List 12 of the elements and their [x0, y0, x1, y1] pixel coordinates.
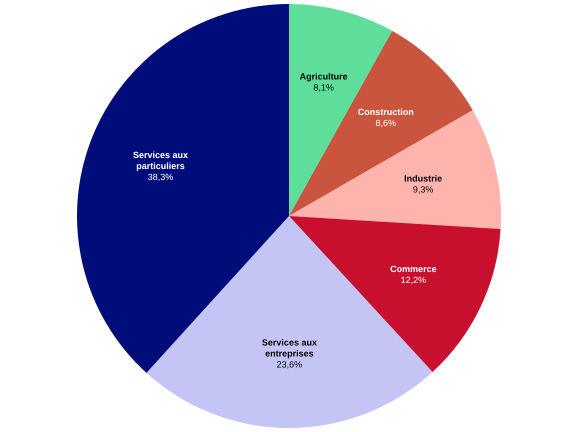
data-label: 23,6%: [276, 359, 302, 370]
slice-label: Agriculture: [300, 72, 348, 82]
slice-label: Services aux particuliers: [132, 150, 188, 171]
slice-label: Industrie: [404, 173, 442, 184]
data-label: 38,3%: [148, 172, 174, 182]
data-label: 8,6%: [375, 118, 396, 128]
data-label: 8,1%: [313, 82, 334, 93]
slice-label: Services aux entreprises: [262, 337, 317, 358]
data-label: 12,2%: [400, 275, 426, 286]
data-label: 9,3%: [412, 184, 434, 194]
slice-label: Commerce: [390, 264, 437, 274]
slice-label: Construction: [358, 106, 414, 117]
